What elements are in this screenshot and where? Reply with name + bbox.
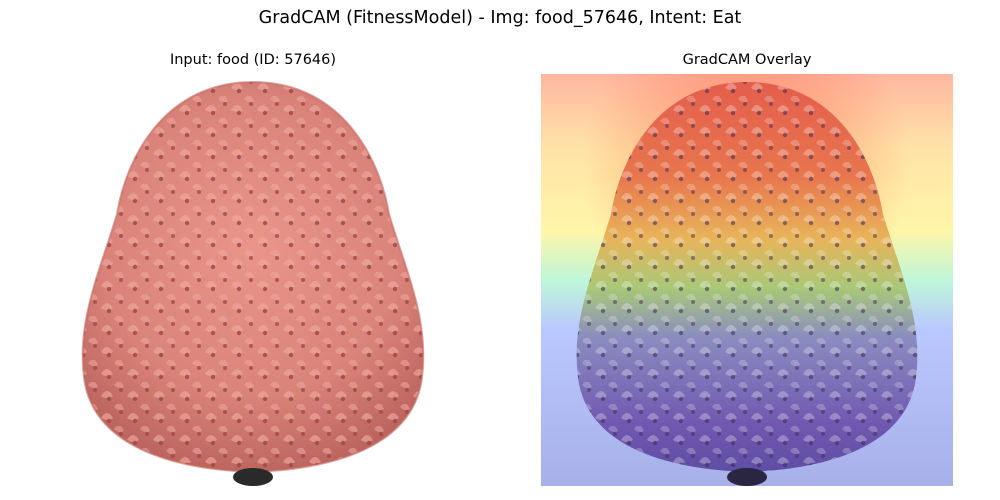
stem-base (233, 468, 273, 486)
gradcam-heatmap (541, 74, 953, 486)
figure-suptitle: GradCAM (FitnessModel) - Img: food_57646… (258, 8, 742, 28)
food-photo-input (47, 74, 459, 486)
gradcam-overlay-image (541, 74, 953, 486)
stem-base-overlay (727, 468, 767, 486)
overlay-panel-title: GradCAM Overlay (682, 52, 812, 68)
input-panel-title: Input: food (ID: 57646) (169, 52, 337, 68)
input-image (47, 74, 459, 486)
